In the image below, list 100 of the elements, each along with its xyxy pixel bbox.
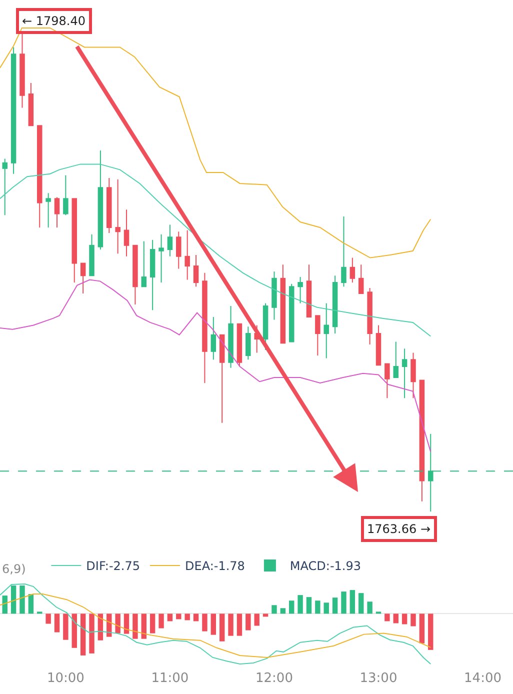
- bar: [80, 614, 86, 656]
- x-tick-label: 13:00: [360, 671, 398, 686]
- candlestick: [324, 302, 329, 359]
- bar: [358, 593, 364, 614]
- candlestick: [28, 82, 34, 126]
- candlestick: [384, 363, 390, 399]
- candlestick: [89, 234, 94, 276]
- candlestick: [46, 192, 51, 228]
- bar: [158, 614, 164, 628]
- candlestick: [410, 352, 416, 399]
- candlestick: [367, 288, 372, 345]
- bar: [115, 614, 120, 634]
- candlestick: [358, 264, 364, 294]
- bar: [254, 614, 260, 626]
- bar: [124, 614, 130, 634]
- candlestick: [288, 283, 294, 342]
- x-tick-label: 10:00: [46, 671, 84, 686]
- candlestick: [36, 125, 42, 228]
- legend-label: MACD:-1.93: [290, 559, 361, 574]
- candlestick: [350, 257, 356, 284]
- bar: [262, 614, 268, 617]
- bar: [393, 614, 398, 624]
- bar: [341, 592, 346, 614]
- bar: [280, 608, 286, 614]
- candlestick: [167, 224, 173, 257]
- candlestick: [402, 348, 408, 399]
- bar: [89, 614, 94, 654]
- candlestick: [124, 209, 130, 257]
- candlestick: [393, 341, 398, 378]
- candlestick: [306, 264, 312, 318]
- bar: [324, 602, 329, 614]
- candlestick: [2, 158, 8, 216]
- bar: [272, 605, 277, 614]
- candlestick: [419, 380, 425, 502]
- candlestick: [280, 264, 286, 344]
- candlestick: [210, 316, 216, 360]
- x-tick-label: 14:00: [464, 671, 502, 686]
- candlestick: [298, 276, 303, 304]
- candlestick: [272, 271, 277, 320]
- bar: [298, 595, 303, 614]
- text: 6,9): [2, 562, 26, 576]
- bar: [332, 598, 338, 614]
- bar: [419, 614, 425, 644]
- bar: [132, 614, 138, 639]
- bar: [20, 586, 25, 614]
- bar: [367, 602, 372, 614]
- bar: [350, 590, 356, 614]
- bar: [410, 614, 416, 626]
- candlestick: [219, 334, 225, 424]
- candlestick: [184, 230, 190, 280]
- candlestick: [376, 324, 382, 366]
- bar: [167, 614, 173, 622]
- candlestick: [63, 174, 68, 216]
- candlestick: [236, 323, 242, 367]
- candlestick: [20, 32, 25, 108]
- candlestick: [10, 46, 16, 174]
- candlestick: [228, 305, 234, 368]
- bar: [202, 614, 208, 632]
- candlestick: [193, 254, 199, 288]
- candlestick: [115, 178, 120, 254]
- candlestick: [315, 315, 320, 356]
- bar: [63, 614, 68, 640]
- bar: [2, 596, 8, 614]
- bar: [236, 614, 242, 636]
- bar: [72, 614, 77, 648]
- candlestick: [141, 240, 147, 288]
- bar: [54, 614, 60, 632]
- bar: [141, 614, 146, 639]
- candlestick: [106, 177, 112, 234]
- bar: [306, 597, 312, 614]
- bar: [219, 614, 225, 642]
- candlestick: [176, 231, 182, 270]
- bar: [150, 614, 156, 634]
- candlestick: [158, 234, 164, 284]
- bar: [289, 600, 294, 614]
- legend-label: DEA:-1.78: [185, 559, 245, 574]
- candlestick: [150, 239, 156, 311]
- candlestick: [54, 196, 60, 228]
- bar: [28, 594, 34, 614]
- bar: [184, 614, 190, 620]
- bar: [384, 614, 390, 622]
- candlestick: [262, 302, 268, 350]
- candlestick: [246, 326, 251, 360]
- x-tick-label: 12:00: [255, 671, 293, 686]
- bar: [246, 614, 251, 630]
- candlestick: [72, 198, 77, 284]
- bar: [428, 614, 434, 650]
- annotation: ← 1798.40: [22, 14, 86, 28]
- bar: [210, 614, 216, 635]
- bar: [176, 614, 182, 620]
- candlestick: [98, 150, 104, 250]
- candlestick: [80, 262, 86, 294]
- bar: [193, 614, 199, 622]
- legend-label: DIF:-2.75: [86, 559, 140, 574]
- bar: [10, 586, 16, 614]
- candlestick: [332, 275, 338, 334]
- bar: [315, 600, 320, 614]
- candlestick: [132, 244, 138, 306]
- bar: [46, 614, 51, 624]
- annotation: 1763.66 →: [367, 522, 430, 536]
